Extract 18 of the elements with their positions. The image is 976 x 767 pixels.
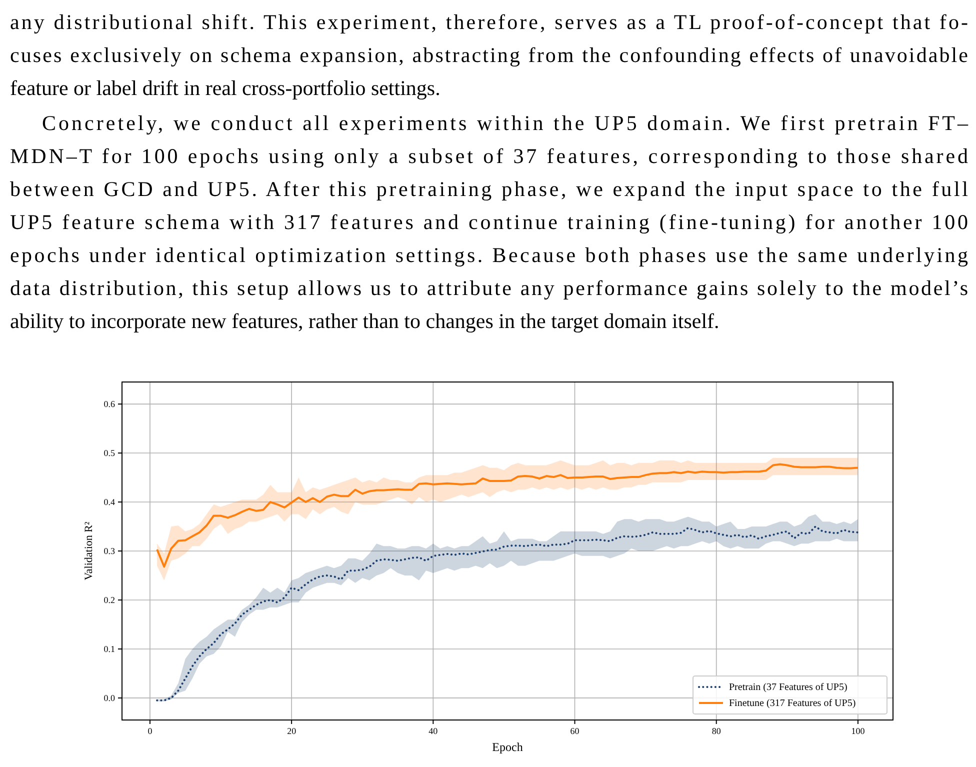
y-tick-label: 0.6 (104, 399, 116, 410)
x-tick-label: 100 (851, 726, 866, 736)
y-tick-label: 0.0 (104, 692, 116, 703)
x-tick-label: 60 (570, 726, 580, 736)
y-tick-label: 0.4 (104, 497, 116, 508)
x-axis-title: Epoch (492, 740, 523, 754)
legend-label: Pretrain (37 Features of UP5) (729, 682, 848, 693)
y-axis-title: Validation R² (83, 521, 95, 580)
y-tick-label: 0.1 (104, 644, 115, 654)
x-tick-label: 20 (287, 726, 297, 736)
x-tick-label: 0 (148, 726, 153, 736)
legend-label: Finetune (317 Features of UP5) (729, 698, 856, 709)
y-tick-label: 0.5 (104, 448, 116, 458)
y-tick-label: 0.2 (104, 594, 115, 605)
body-text: any distributional shift. This experiment, therefore, serves as a TL proof-of-concept that fo- cuses exclusively on schema expansion, abstracting from the confounding effects of unavoidable feature or label drift in real cross-portfolio settings. Concretely, we conduct all experiments within the UP5 domain. We first pretrain FT– MDN–T for 100 epochs using only a subset of 37 features, corresponding to those shared between GCD and UP5. After this pretraining phase, we expand the input space to the full UP5 feature schema with 317 features and continue training (fine-tuning) for another 100 epochs under identical optimization settings. Because both phases use the same underlying data distribution, this setup allows us to attribute any performance gains solely to the model’s ability to incorporate new features, rather than to changes in the target domain itself. (10, 10, 968, 333)
y-tick-label: 0.3 (104, 546, 116, 556)
x-tick-label: 40 (428, 726, 438, 736)
x-tick-label: 80 (712, 726, 722, 736)
